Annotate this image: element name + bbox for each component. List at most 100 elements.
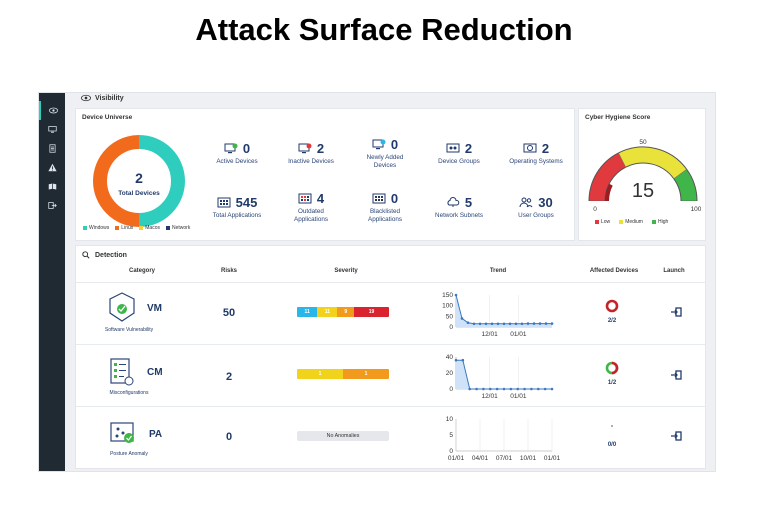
trend-point xyxy=(468,387,472,391)
active-device-icon xyxy=(224,143,238,154)
trend-ytick: 20 xyxy=(446,370,454,377)
blacklisted-app-icon xyxy=(372,193,386,204)
nav-devices[interactable] xyxy=(39,120,65,139)
col-trend: Trend xyxy=(489,268,507,274)
affected-devices-ring-cm xyxy=(605,361,619,375)
trend-line xyxy=(456,359,552,390)
trend-point xyxy=(484,322,488,326)
visibility-title: Visibility xyxy=(95,94,124,102)
visibility-header: Visibility xyxy=(81,94,124,102)
applications-icon xyxy=(217,197,231,208)
device-universe-title: Device Universe xyxy=(82,114,133,121)
dashboard-window: Visibility Device Universe 2 Total Devic… xyxy=(38,92,716,472)
device-group-icon xyxy=(446,143,460,153)
metric-network-subnets[interactable]: 5 Network Subnets xyxy=(435,195,483,219)
metric-active-devices[interactable]: 0 Active Devices xyxy=(216,141,258,165)
severity-bar-cm: 1 1 xyxy=(297,369,389,379)
legend-item-linux: Linux xyxy=(115,225,133,231)
trend-point xyxy=(460,317,464,320)
trend-point xyxy=(550,322,554,325)
main-content: Visibility Device Universe 2 Total Devic… xyxy=(65,93,715,471)
trend-xtick: 10/01 xyxy=(520,455,537,462)
hygiene-legend: Low Medium High xyxy=(595,219,668,225)
nav-reports[interactable] xyxy=(39,139,65,158)
metric-inactive-devices[interactable]: 2 Inactive Devices xyxy=(288,141,334,165)
trend-ytick: 0 xyxy=(449,448,453,455)
launch-icon[interactable] xyxy=(670,431,682,441)
trend-point xyxy=(523,387,526,391)
metric-blacklisted-applications[interactable]: 0 Blacklisted Applications xyxy=(368,191,402,223)
trend-point xyxy=(550,387,554,391)
nav-visibility[interactable] xyxy=(39,101,65,120)
detection-row-vm[interactable]: VM Software Vulnerability 50 11 11 9 19 … xyxy=(76,282,705,344)
device-universe-card: Device Universe 2 Total Devices Windows … xyxy=(75,108,575,241)
total-devices-donut: 2 Total Devices xyxy=(93,135,185,227)
software-vulnerability-icon xyxy=(109,292,135,322)
metric-device-groups[interactable]: 2 Device Groups xyxy=(438,141,480,165)
donut-segment-windows xyxy=(138,135,185,227)
total-devices-label: Total Devices xyxy=(118,190,160,197)
no-anomalies-badge: No Anomalies xyxy=(297,431,389,441)
trend-point xyxy=(496,322,500,326)
detection-title: Detection xyxy=(95,251,127,259)
gauge-band-medium xyxy=(618,147,687,179)
trend-point xyxy=(543,387,547,391)
trend-xtick: 12/01 xyxy=(481,331,498,338)
launch-icon[interactable] xyxy=(670,307,682,317)
posture-anomaly-icon xyxy=(110,422,134,443)
metric-total-applications[interactable]: 545 Total Applications xyxy=(212,195,262,219)
trend-point xyxy=(454,358,458,362)
legend-item-high: High xyxy=(651,219,668,225)
trend-point xyxy=(532,322,536,325)
os-icon xyxy=(523,143,537,153)
metric-user-groups[interactable]: 30 User Groups xyxy=(518,195,554,219)
gauge-score-indicator xyxy=(605,183,613,202)
trend-point xyxy=(544,322,548,325)
col-risks: Risks xyxy=(220,268,237,274)
metric-outdated-applications[interactable]: 4 Outdated Applications xyxy=(294,191,328,223)
severity-segment: 9 xyxy=(337,307,355,317)
eye-icon xyxy=(81,94,91,102)
gauge-min-label: 0 xyxy=(593,206,597,213)
legend-item-network: Network xyxy=(165,225,190,231)
trend-point xyxy=(495,387,499,391)
severity-segment: 1 xyxy=(343,369,389,379)
nav-alerts[interactable] xyxy=(39,158,65,177)
detection-row-pa[interactable]: PA Posture Anomaly 0 No Anomalies 10 5 0 01… xyxy=(76,406,705,468)
cyber-hygiene-card: Cyber Hygiene Score 50 0 100 15 Low Medi… xyxy=(578,108,706,241)
col-category: Category xyxy=(128,268,155,274)
trend-ytick: 150 xyxy=(442,292,453,299)
gauge-max-label: 100 xyxy=(691,206,701,213)
severity-segment: 11 xyxy=(297,307,318,317)
nav-logout[interactable] xyxy=(39,196,65,215)
affected-devices-ring-pa xyxy=(611,425,613,427)
cyber-hygiene-score: 15 xyxy=(632,180,654,202)
network-cloud-icon xyxy=(447,197,460,207)
gauge-mid-label: 50 xyxy=(639,139,647,146)
detection-table-header: Category Risks Severity Trend Affected D… xyxy=(76,264,705,280)
trend-point xyxy=(454,293,458,297)
trend-point xyxy=(508,322,512,326)
trend-ytick: 100 xyxy=(442,303,453,310)
nav-library[interactable] xyxy=(39,177,65,196)
gauge-band-high xyxy=(674,169,697,202)
user-group-icon xyxy=(519,197,533,208)
ring-affected xyxy=(611,361,619,375)
trend-xtick: 04/01 xyxy=(472,455,489,462)
detection-row-cm[interactable]: CM Misconfigurations 2 1 1 40 20 0 12/01 01/… xyxy=(76,344,705,406)
trend-point xyxy=(488,387,492,391)
severity-segment: 11 xyxy=(317,307,338,317)
cyber-hygiene-gauge: 50 0 100 15 xyxy=(588,139,701,213)
metric-operating-systems[interactable]: 2 Operating Systems xyxy=(509,141,563,165)
trend-ytick: 0 xyxy=(449,324,453,331)
monitor-icon xyxy=(47,126,57,133)
trend-xtick: 12/01 xyxy=(481,393,498,400)
legend-item-low: Low xyxy=(595,219,610,225)
metric-newly-added-devices[interactable]: 0 Newly Added Devices xyxy=(366,137,404,169)
launch-icon[interactable] xyxy=(670,370,682,380)
trend-ytick: 10 xyxy=(446,416,454,423)
eye-icon xyxy=(48,107,58,114)
inactive-device-icon xyxy=(298,143,312,154)
trend-line xyxy=(455,294,552,325)
